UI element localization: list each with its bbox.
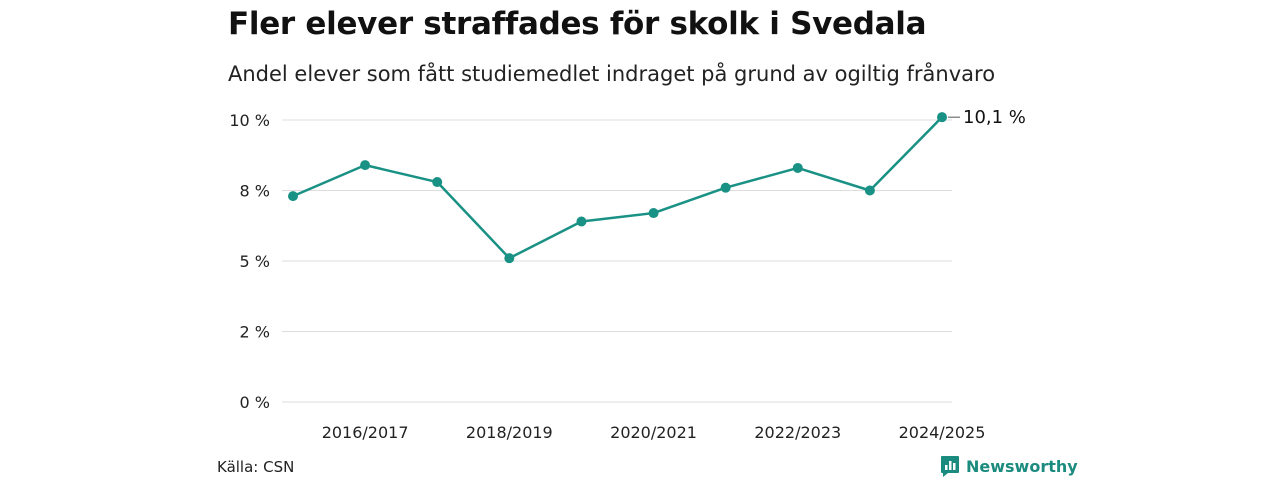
newsworthy-logo-icon: [941, 456, 959, 477]
y-tick-label: 5 %: [240, 252, 270, 271]
chart-title: Fler elever straffades för skolk i Sveda…: [228, 6, 927, 42]
data-point: [720, 182, 731, 193]
data-point: [504, 253, 515, 264]
x-tick-label: 2018/2019: [466, 423, 553, 442]
x-axis-tick-labels: 2016/2017 2018/2019 2020/2021 2022/2023 2024…: [322, 423, 986, 442]
end-value-label: 10,1 %: [963, 107, 1026, 128]
x-tick-label: 2024/2025: [899, 423, 986, 442]
brand-logo: Newsworthy: [940, 455, 1078, 477]
y-tick-label: 8 %: [240, 182, 270, 201]
data-point: [648, 208, 659, 219]
x-tick-label: 2016/2017: [322, 423, 409, 442]
data-point: [937, 112, 947, 123]
data-series: 10,1 %: [288, 107, 1026, 264]
y-axis-tick-labels: 0 % 2 % 5 % 8 % 10 %: [229, 111, 270, 412]
data-point: [864, 185, 875, 196]
chart-subtitle: Andel elever som fått studiemedlet indra…: [228, 62, 996, 86]
data-point: [792, 162, 803, 173]
x-tick-label: 2022/2023: [754, 423, 841, 442]
series-line: [292, 116, 943, 260]
y-tick-label: 0 %: [240, 393, 270, 412]
source-note: Källa: CSN: [217, 458, 295, 476]
data-point: [360, 160, 371, 171]
data-point: [288, 191, 298, 202]
y-tick-label: 2 %: [240, 323, 270, 342]
y-tick-label: 10 %: [229, 111, 270, 130]
gridlines: [282, 119, 952, 403]
brand-name: Newsworthy: [966, 456, 1078, 476]
x-tick-label: 2020/2021: [610, 423, 697, 442]
data-point: [432, 177, 443, 188]
data-point: [576, 216, 587, 227]
